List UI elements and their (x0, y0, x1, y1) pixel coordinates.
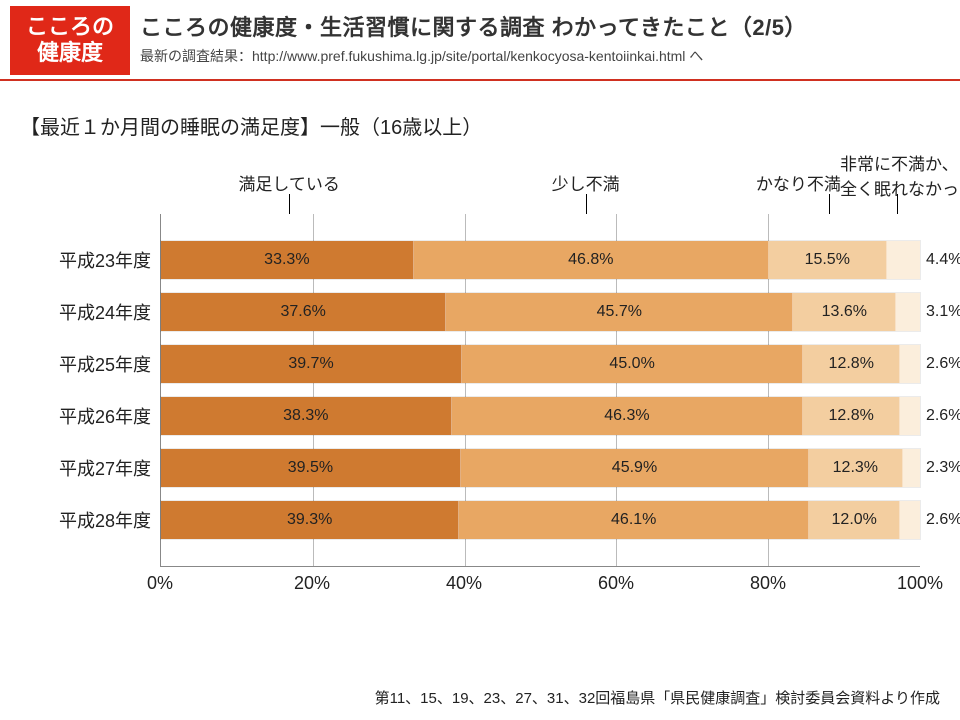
bar-segment: 12.3% (809, 449, 902, 487)
x-tick: 20% (294, 573, 330, 594)
bar-segment: 12.8% (803, 345, 900, 383)
stacked-bar: 37.6% 45.7% 13.6% 3.1% (161, 293, 920, 331)
bar-segment: 46.1% (459, 501, 809, 539)
segment-value: 46.1% (611, 511, 656, 529)
x-tick: 60% (598, 573, 634, 594)
segment-value: 39.3% (287, 511, 332, 529)
x-axis: 0%20%40%60%80%100% (160, 567, 920, 597)
bar-segment: 45.9% (461, 449, 809, 487)
stacked-bar: 38.3% 46.3% 12.8% 2.6% (161, 397, 920, 435)
bar-segment: 33.3% (161, 241, 414, 279)
segment-value: 2.6% (926, 407, 960, 425)
stacked-bar: 39.5% 45.9% 12.3% 2.3% (161, 449, 920, 487)
row-label: 平成26年度 (21, 403, 151, 429)
chart-row: 平成25年度39.7%45.0%12.8%2.6% (161, 344, 920, 384)
legend-label: 満足している (238, 170, 340, 195)
x-tick: 0% (147, 573, 173, 594)
segment-value: 12.0% (832, 511, 877, 529)
segment-value: 13.6% (822, 303, 867, 321)
bar-segment: 38.3% (161, 397, 452, 435)
bar-segment: 45.0% (462, 345, 803, 383)
segment-value: 33.3% (264, 251, 309, 269)
segment-value: 46.3% (604, 407, 649, 425)
row-label: 平成27年度 (21, 455, 151, 481)
stacked-bar: 39.3% 46.1% 12.0% 2.6% (161, 501, 920, 539)
segment-value: 38.3% (283, 407, 328, 425)
row-label: 平成23年度 (21, 247, 151, 273)
bar-segment: 2.6% (900, 397, 920, 435)
bar-segment: 2.3% (903, 449, 920, 487)
bar-segment: 2.6% (900, 501, 920, 539)
bar-segment: 3.1% (896, 293, 920, 331)
bar-segment: 46.8% (414, 241, 769, 279)
x-tick: 40% (446, 573, 482, 594)
chart-legend: 満足している少し不満かなり不満非常に不満か、全く眠れなかった (160, 150, 920, 214)
bar-segment: 45.7% (446, 293, 793, 331)
x-tick: 80% (750, 573, 786, 594)
bar-segment: 13.6% (793, 293, 896, 331)
segment-value: 37.6% (281, 303, 326, 321)
chart-row: 平成24年度37.6%45.7%13.6%3.1% (161, 292, 920, 332)
segment-value: 2.6% (926, 511, 960, 529)
chart: 平成23年度 33.3% 46.8% 15.5% 4.4% 平成24年度 37.6% 45.7… (20, 214, 920, 597)
chart-row: 平成23年度33.3%46.8%15.5%4.4% (161, 240, 920, 280)
legend-label: 少し不満 (552, 170, 620, 195)
bar-segment: 12.8% (803, 397, 900, 435)
row-label: 平成25年度 (21, 351, 151, 377)
header: こころの 健康度 こころの健康度・生活習慣に関する調査 わかってきたこと（2/5… (0, 0, 960, 81)
row-label: 平成24年度 (21, 299, 151, 325)
legend-label: 非常に不満か、全く眠れなかった (840, 150, 960, 200)
segment-value: 15.5% (805, 251, 850, 269)
bar-segment: 15.5% (769, 241, 887, 279)
segment-value: 2.3% (926, 459, 960, 477)
stacked-bar: 33.3% 46.8% 15.5% 4.4% (161, 241, 920, 279)
row-label: 平成28年度 (21, 507, 151, 533)
segment-value: 45.7% (597, 303, 642, 321)
x-tick: 100% (897, 573, 943, 594)
legend-label: かなり不満 (756, 170, 841, 195)
stacked-bar: 39.7% 45.0% 12.8% 2.6% (161, 345, 920, 383)
bar-segment: 4.4% (887, 241, 920, 279)
segment-value: 45.9% (612, 459, 657, 477)
chart-row: 平成28年度39.3%46.1%12.0%2.6% (161, 500, 920, 540)
title-block: こころの健康度・生活習慣に関する調査 わかってきたこと（2/5） 最新の調査結果… (140, 0, 960, 66)
section-title: 【最近１か月間の睡眠の満足度】一般（16歳以上） (20, 111, 960, 140)
segment-value: 12.8% (829, 355, 874, 373)
segment-value: 45.0% (609, 355, 654, 373)
bar-segment: 39.3% (161, 501, 459, 539)
page-title: こころの健康度・生活習慣に関する調査 わかってきたこと（2/5） (140, 10, 960, 42)
page-subtitle: 最新の調査結果：http://www.pref.fukushima.lg.jp/… (140, 46, 960, 66)
badge-line1: こころの (20, 14, 120, 40)
header-badge: こころの 健康度 (10, 6, 130, 75)
footer-source: 第11、15、19、23、27、31、32回福島県「県民健康調査」検討委員会資料… (375, 687, 940, 708)
bar-segment: 12.0% (809, 501, 900, 539)
bar-segment: 37.6% (161, 293, 446, 331)
bar-segment: 46.3% (452, 397, 803, 435)
bar-segment: 2.6% (900, 345, 920, 383)
segment-value: 39.7% (288, 355, 333, 373)
chart-row: 平成26年度38.3%46.3%12.8%2.6% (161, 396, 920, 436)
segment-value: 4.4% (926, 251, 960, 269)
segment-value: 46.8% (568, 251, 613, 269)
bar-segment: 39.5% (161, 449, 461, 487)
bar-segment: 39.7% (161, 345, 462, 383)
segment-value: 12.3% (833, 459, 878, 477)
segment-value: 2.6% (926, 355, 960, 373)
segment-value: 3.1% (926, 303, 960, 321)
chart-row: 平成27年度39.5%45.9%12.3%2.3% (161, 448, 920, 488)
segment-value: 12.8% (828, 407, 873, 425)
badge-line2: 健康度 (20, 40, 120, 66)
segment-value: 39.5% (288, 459, 333, 477)
